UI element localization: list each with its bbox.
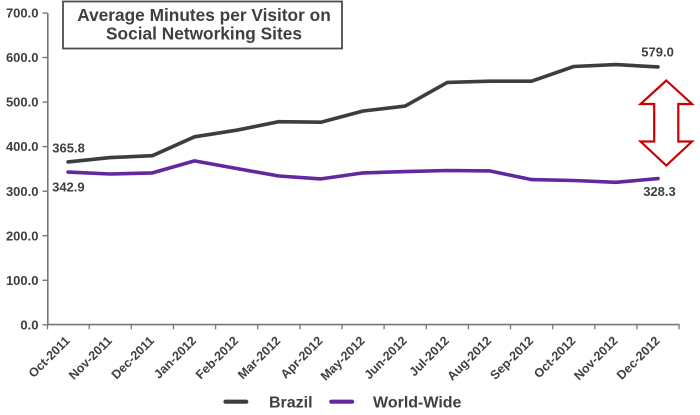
svg-text:342.9: 342.9 [52,180,85,195]
svg-text:Average Minutes per Visitor on: Average Minutes per Visitor on [77,5,331,25]
svg-text:Feb-2012: Feb-2012 [193,334,241,382]
svg-text:Nov-2011: Nov-2011 [66,334,115,383]
svg-text:300.0: 300.0 [6,184,39,199]
svg-text:Mar-2012: Mar-2012 [235,334,283,382]
svg-text:Nov-2012: Nov-2012 [571,334,620,383]
svg-text:700.0: 700.0 [6,6,39,21]
svg-text:Sep-2012: Sep-2012 [487,334,536,383]
svg-text:Dec-2011: Dec-2011 [109,334,157,382]
svg-text:328.3: 328.3 [643,184,676,199]
svg-text:World-Wide: World-Wide [373,394,462,411]
svg-text:Aug-2012: Aug-2012 [444,334,494,384]
svg-text:400.0: 400.0 [6,139,39,154]
svg-text:Social Networking Sites: Social Networking Sites [106,23,302,43]
svg-text:579.0: 579.0 [641,45,674,60]
svg-text:Brazil: Brazil [269,394,313,411]
svg-text:200.0: 200.0 [6,228,39,243]
svg-text:0.0: 0.0 [20,317,38,332]
svg-text:Jun-2012: Jun-2012 [362,334,410,382]
svg-text:Jan-2012: Jan-2012 [151,334,199,382]
svg-text:May-2012: May-2012 [318,334,368,384]
svg-text:100.0: 100.0 [6,273,39,288]
svg-text:Dec-2012: Dec-2012 [614,334,663,383]
svg-text:365.8: 365.8 [52,141,85,156]
svg-text:500.0: 500.0 [6,95,39,110]
svg-text:600.0: 600.0 [6,50,39,65]
